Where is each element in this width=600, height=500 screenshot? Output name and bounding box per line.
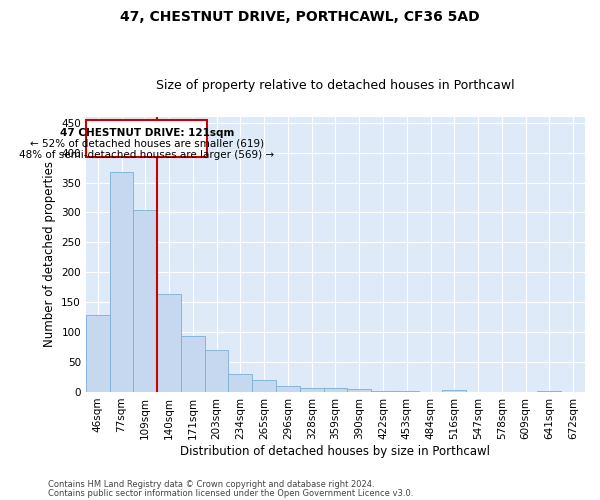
Bar [86,120,207,158]
Bar [205,350,229,392]
Bar [323,388,347,392]
Bar [133,210,157,392]
Y-axis label: Number of detached properties: Number of detached properties [43,162,56,348]
Text: ← 52% of detached houses are smaller (619): ← 52% of detached houses are smaller (61… [29,139,264,149]
Text: 47, CHESTNUT DRIVE, PORTHCAWL, CF36 5AD: 47, CHESTNUT DRIVE, PORTHCAWL, CF36 5AD [120,10,480,24]
Text: Contains public sector information licensed under the Open Government Licence v3: Contains public sector information licen… [48,488,413,498]
Title: Size of property relative to detached houses in Porthcawl: Size of property relative to detached ho… [156,79,515,92]
Bar [252,380,276,392]
Bar [347,389,371,392]
Bar [276,386,300,392]
Bar [110,172,133,392]
X-axis label: Distribution of detached houses by size in Porthcawl: Distribution of detached houses by size … [181,444,490,458]
Text: 48% of semi-detached houses are larger (569) →: 48% of semi-detached houses are larger (… [19,150,274,160]
Bar [442,390,466,392]
Bar [300,388,323,392]
Bar [157,294,181,392]
Text: Contains HM Land Registry data © Crown copyright and database right 2024.: Contains HM Land Registry data © Crown c… [48,480,374,489]
Bar [538,391,561,392]
Bar [86,316,110,392]
Text: 47 CHESTNUT DRIVE: 121sqm: 47 CHESTNUT DRIVE: 121sqm [59,128,234,138]
Bar [229,374,252,392]
Bar [181,336,205,392]
